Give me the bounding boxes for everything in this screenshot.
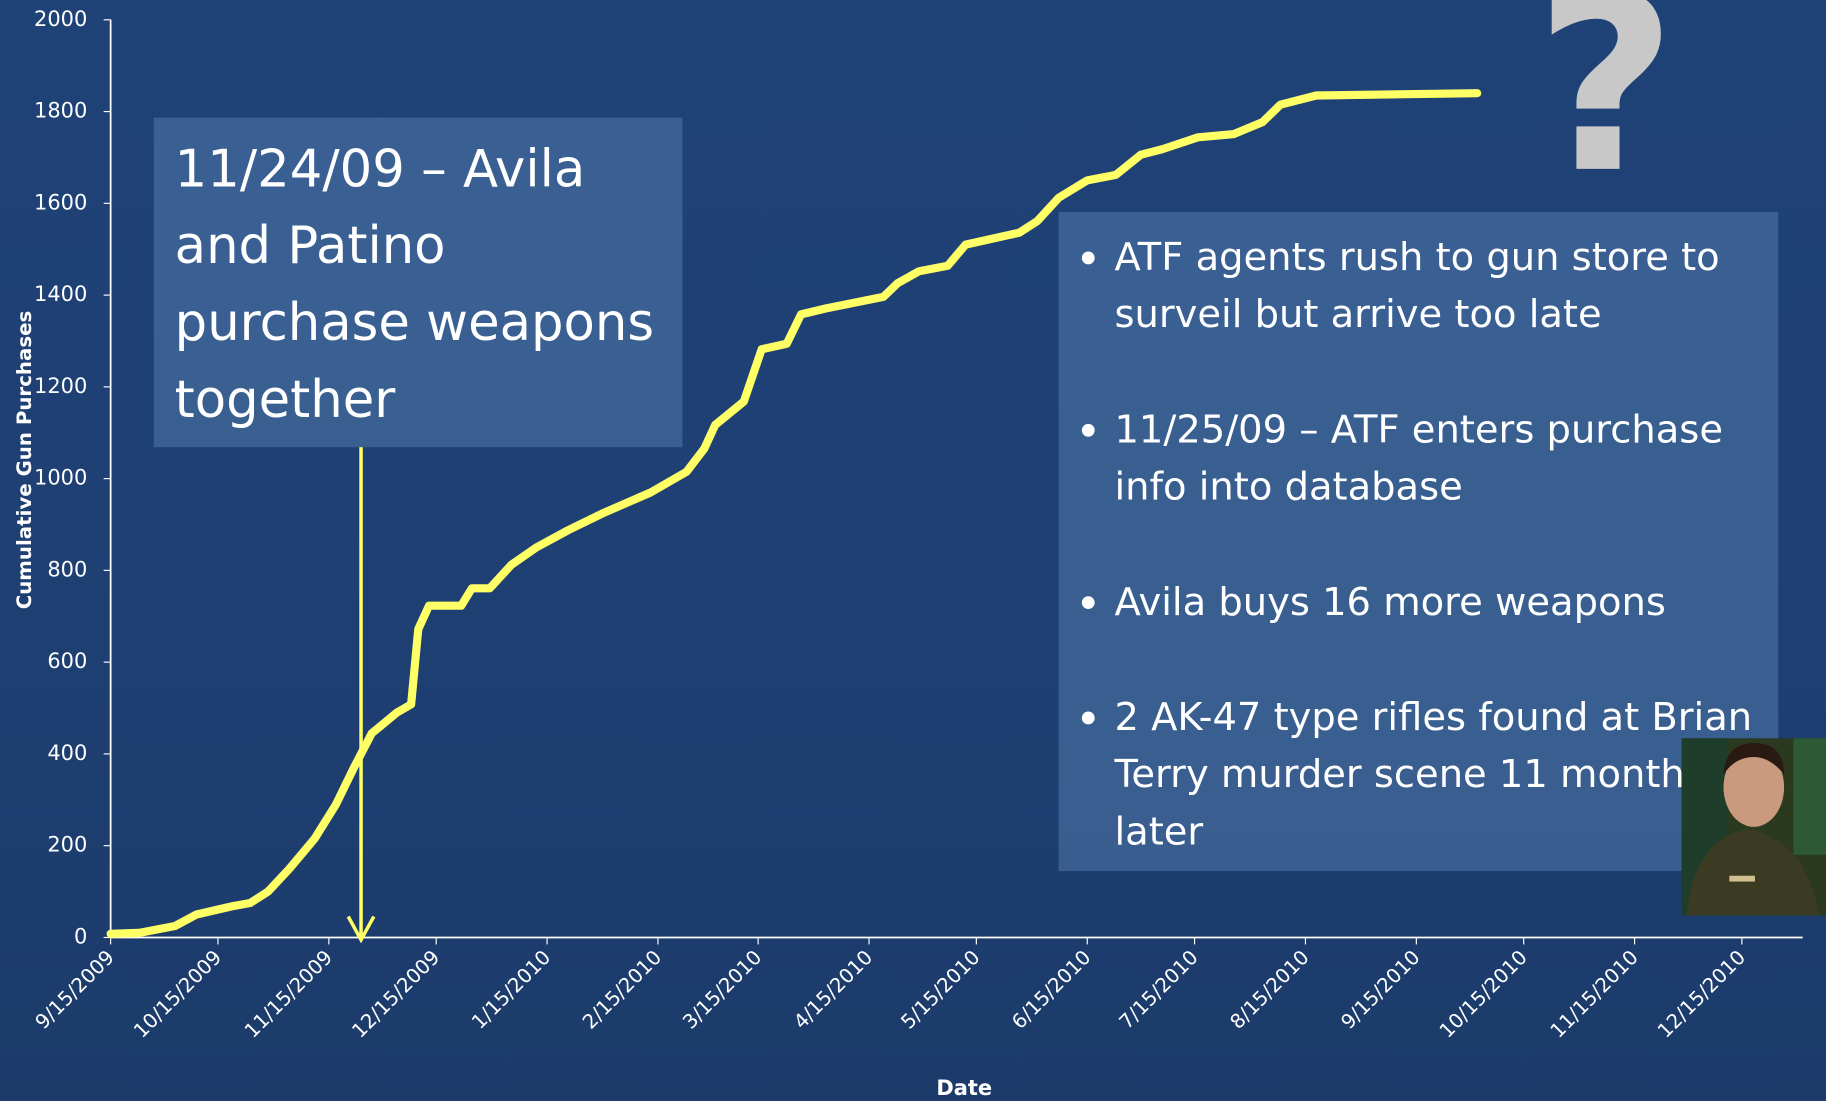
x-tick-label: 1/15/2010 bbox=[467, 946, 555, 1034]
bullet-item: ATF agents rush to gun store to surveil … bbox=[1081, 228, 1754, 342]
x-tick-label: 4/15/2010 bbox=[789, 946, 877, 1034]
y-axis-label: Cumulative Gun Purchases bbox=[13, 311, 36, 610]
callout-box: 11/24/09 – Avila and Patino purchase wea… bbox=[153, 117, 683, 448]
x-tick-label: 3/15/2010 bbox=[678, 946, 766, 1034]
y-tick-label: 800 bbox=[47, 557, 87, 581]
x-tick-label: 7/15/2010 bbox=[1115, 946, 1203, 1034]
x-tick-label: 10/15/2010 bbox=[1435, 946, 1532, 1043]
bullet-item: Avila buys 16 more weapons bbox=[1081, 573, 1754, 630]
x-tick-label: 2/15/2010 bbox=[578, 946, 666, 1034]
x-tick-label: 12/15/2010 bbox=[1653, 946, 1750, 1043]
question-mark: ? bbox=[1534, 0, 1677, 228]
y-tick-label: 1800 bbox=[34, 99, 87, 123]
y-tick-label: 1200 bbox=[34, 374, 87, 398]
y-tick-label: 1400 bbox=[34, 282, 87, 306]
y-tick-label: 1000 bbox=[34, 466, 87, 490]
x-tick-label: 5/15/2010 bbox=[897, 946, 985, 1034]
callout-arrowhead bbox=[346, 915, 376, 944]
data-line bbox=[106, 89, 1482, 938]
y-tick-label: 2000 bbox=[34, 7, 87, 31]
x-axis-label: Date bbox=[936, 1076, 992, 1100]
x-tick-label: 11/15/2010 bbox=[1546, 946, 1643, 1043]
x-tick-label: 11/15/2009 bbox=[240, 946, 337, 1043]
bullet-item: 11/25/09 – ATF enters purchase info into… bbox=[1081, 401, 1754, 515]
bullet-item: 2 AK-47 type rifles found at Brian Terry… bbox=[1081, 688, 1754, 859]
y-tick-label: 1600 bbox=[34, 190, 87, 214]
x-tick-label: 12/15/2009 bbox=[347, 946, 444, 1043]
x-tick-label: 10/15/2009 bbox=[129, 946, 226, 1043]
x-tick-label: 9/15/2009 bbox=[31, 946, 119, 1034]
x-tick-label: 6/15/2010 bbox=[1007, 946, 1095, 1034]
bullet-box: ATF agents rush to gun store to surveil … bbox=[1058, 211, 1779, 872]
y-tick-label: 400 bbox=[47, 741, 87, 765]
y-tick-label: 0 bbox=[74, 924, 87, 948]
y-tick-label: 600 bbox=[47, 649, 87, 673]
y-tick-label: 200 bbox=[47, 833, 87, 857]
x-tick-label: 9/15/2010 bbox=[1337, 946, 1425, 1034]
x-tick-label: 8/15/2010 bbox=[1226, 946, 1314, 1034]
